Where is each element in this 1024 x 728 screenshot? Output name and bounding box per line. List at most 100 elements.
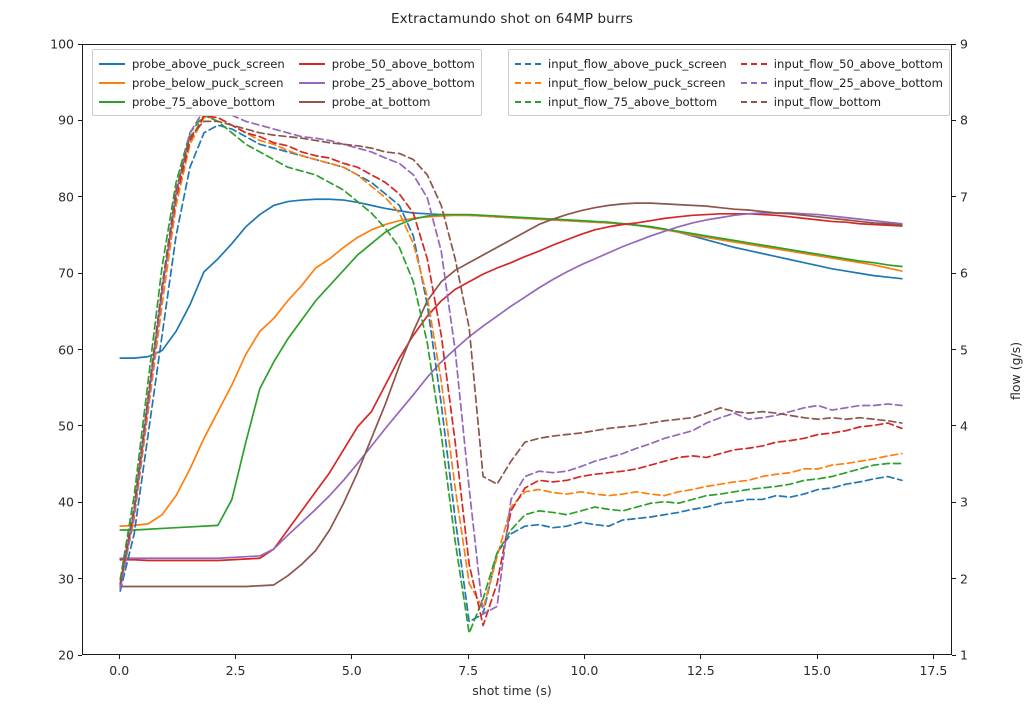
x-axis-tick-label: 10.0 [570,663,599,678]
legend-label: input_flow_below_puck_screen [548,75,726,90]
y-axis-right-tick-label: 8 [960,112,968,128]
legend-label: input_flow_50_above_bottom [773,56,943,71]
legend-entry[interactable]: probe_25_above_bottom [298,74,475,91]
legend-entry[interactable]: probe_75_above_bottom [99,93,285,110]
legend-label: probe_25_above_bottom [331,75,475,90]
legend-label: input_flow_bottom [773,94,882,109]
x-axis-tickmark [932,655,934,659]
plot-area [82,44,952,655]
legend-label: probe_50_above_bottom [331,56,475,71]
x-axis-tickmark [700,655,702,659]
y-axis-left-tickmark [78,578,82,580]
legend-swatch-solid-line-icon [99,100,125,103]
legend-entry[interactable]: probe_above_puck_screen [99,55,285,72]
legend-column: input_flow_above_puck_screen input_flow_b… [515,55,727,110]
y-axis-right-tick-label: 7 [960,189,968,205]
y-axis-left-tickmark [78,654,82,656]
series-line [119,213,903,531]
y-axis-left-tickmark [78,272,82,274]
x-axis-tickmark [467,655,469,659]
y-axis-right-tickmark [952,501,956,503]
legend-label: input_flow_75_above_bottom [548,94,718,109]
legend-entry[interactable]: input_flow_above_puck_screen [515,55,727,72]
legend-entry[interactable]: input_flow_75_above_bottom [515,93,727,110]
y-axis-left-tickmark [78,43,82,45]
x-axis-tickmark [118,655,120,659]
x-axis-tick-label: 15.0 [803,663,831,678]
legend-entry[interactable]: probe_below_puck_screen [99,74,285,91]
series-line [119,109,903,615]
legend-swatch-dashed-line-icon [740,81,767,84]
plot-svg [119,109,903,634]
y-axis-right-tick-label: 1 [960,647,968,663]
legend-temperature: probe_above_puck_screen probe_below_puck_… [92,49,482,116]
legend-column: probe_above_puck_screen probe_below_puck_… [99,55,285,110]
y-axis-left-tick-label: 90 [58,112,74,128]
legend-label: probe_below_puck_screen [132,75,284,90]
y-axis-left-tick-label: 40 [58,494,74,510]
y-axis-right-tickmark [952,578,956,580]
y-axis-left-tick-label: 60 [58,342,74,357]
y-axis-right-tickmark [952,43,956,45]
series-line [119,115,903,627]
legend-swatch-dashed-line-icon [740,100,767,103]
x-axis-tick-label: 2.5 [225,663,246,678]
y-axis-left-tick-label: 20 [58,647,74,663]
y-axis-right-tickmark [952,654,956,656]
y-axis-left-tick-label: 100 [50,36,74,52]
y-axis-left-tickmark [78,425,82,427]
legend-columns: input_flow_above_puck_screen input_flow_b… [515,55,943,110]
legend-column: input_flow_50_above_bottom input_flow_25_… [740,55,943,110]
legend-label: input_flow_25_above_bottom [773,75,943,90]
legend-column: probe_50_above_bottom probe_25_above_bott… [298,55,475,110]
y-axis-right-tick-label: 4 [960,418,968,434]
legend-swatch-dashed-line-icon [740,62,767,65]
legend-label: probe_above_puck_screen [132,56,285,71]
legend-entry[interactable]: input_flow_25_above_bottom [740,74,943,91]
legend-swatch-dashed-line-icon [515,100,541,103]
legend-swatch-solid-line-icon [99,81,125,84]
y-axis-right-tickmark [952,349,956,351]
series-line [119,198,903,359]
y-axis-right-tick-label: 9 [960,36,968,52]
y-axis-right-tickmark [952,425,956,427]
y-axis-left-tick-label: 30 [58,571,74,587]
legend-entry[interactable]: input_flow_50_above_bottom [740,55,943,72]
legend-entry[interactable]: probe_50_above_bottom [298,55,475,72]
y-axis-left-tickmark [78,349,82,351]
legend-columns: probe_above_puck_screen probe_below_puck_… [99,55,475,110]
x-axis-tick-label: 7.5 [458,663,479,678]
legend-swatch-solid-line-icon [298,62,325,65]
y-axis-right-label: flow (g/s) [1008,341,1023,400]
y-axis-left-tickmark [78,501,82,503]
legend-label: input_flow_above_puck_screen [548,56,727,71]
legend-label: probe_at_bottom [331,94,431,109]
x-axis-tick-label: 12.5 [686,663,715,678]
page-title: Extractamundo shot on 64MP burrs [390,11,634,27]
legend-entry[interactable]: input_flow_bottom [740,93,943,110]
legend-flow: input_flow_above_puck_screen input_flow_b… [508,49,950,116]
series-line [119,202,903,588]
x-axis-label: shot time (s) [472,683,552,698]
y-axis-left-tick-label: 50 [58,418,74,434]
y-axis-right-tick-label: 6 [960,265,968,281]
x-axis-tickmark [235,655,237,659]
series-line [119,124,903,623]
y-axis-right-tick-label: 5 [960,342,968,357]
series-line [119,212,903,562]
x-axis-tick-label: 17.5 [919,663,948,678]
y-axis-right-tickmark [952,119,956,121]
y-axis-right-tickmark [952,272,956,274]
y-axis-left-tick-label: 80 [58,189,74,205]
x-axis-tick-label: 5.0 [341,663,362,678]
legend-swatch-solid-line-icon [298,81,325,84]
series-line [119,120,903,585]
y-axis-left-tick-label: 70 [58,265,74,281]
legend-entry[interactable]: input_flow_below_puck_screen [515,74,727,91]
x-axis-tickmark [351,655,353,659]
legend-swatch-dashed-line-icon [515,81,541,84]
legend-entry[interactable]: probe_at_bottom [298,93,475,110]
legend-swatch-solid-line-icon [298,100,325,103]
x-axis-tickmark [816,655,818,659]
